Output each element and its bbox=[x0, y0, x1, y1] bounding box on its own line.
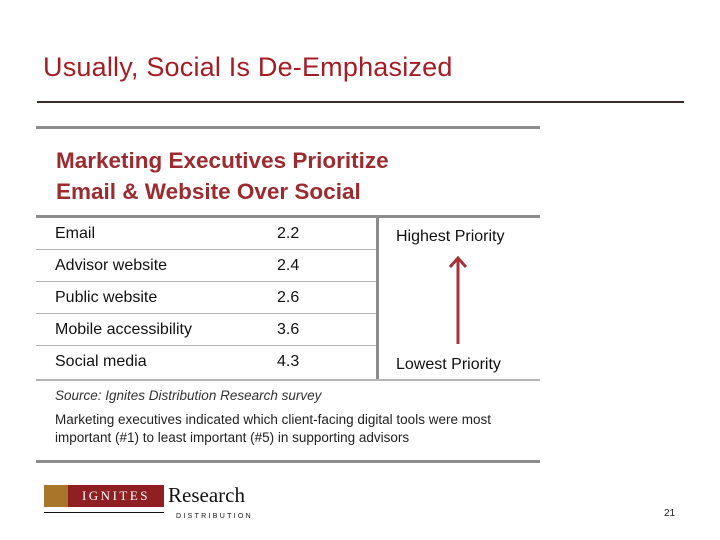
ignites-research-logo: IGNITES Research DISTRIBUTION bbox=[44, 483, 251, 525]
row-label: Public website bbox=[55, 289, 158, 306]
source-note: Source: Ignites Distribution Research su… bbox=[55, 388, 322, 403]
row-value: 3.6 bbox=[277, 321, 300, 338]
priority-arrow-icon bbox=[448, 255, 468, 344]
table-row: Email 2.2 bbox=[36, 218, 376, 250]
row-value: 4.3 bbox=[277, 353, 300, 370]
figure-heading-line2: Email & Website Over Social bbox=[56, 179, 361, 204]
row-separator bbox=[36, 281, 376, 282]
row-value: 2.4 bbox=[277, 257, 300, 274]
figure-heading-line1: Marketing Executives Prioritize bbox=[56, 148, 389, 173]
figure-top-rule bbox=[36, 126, 540, 129]
figure-bottom-rule bbox=[36, 460, 540, 463]
logo-rule bbox=[44, 512, 164, 513]
row-separator bbox=[36, 345, 376, 346]
figure-heading: Marketing Executives Prioritize Email & … bbox=[56, 145, 389, 207]
row-separator bbox=[36, 313, 376, 314]
table-row: Mobile accessibility 3.6 bbox=[36, 314, 376, 346]
table-bottom-rule bbox=[36, 379, 540, 381]
row-label: Email bbox=[55, 225, 96, 242]
row-value: 2.6 bbox=[277, 289, 300, 306]
logo-word: Research bbox=[168, 483, 245, 507]
slide-title: Usually, Social Is De-Emphasized bbox=[43, 52, 453, 82]
logo-mark-icon bbox=[44, 485, 68, 507]
row-value: 2.2 bbox=[277, 225, 300, 242]
table-row: Public website 2.6 bbox=[36, 282, 376, 314]
logo-box-text: IGNITES bbox=[68, 485, 164, 507]
page-number: 21 bbox=[664, 508, 676, 519]
highest-priority-label: Highest Priority bbox=[396, 228, 505, 245]
title-divider bbox=[37, 101, 684, 103]
priority-figure: Marketing Executives Prioritize Email & … bbox=[36, 126, 540, 463]
column-divider bbox=[376, 217, 379, 380]
row-label: Advisor website bbox=[55, 257, 168, 274]
lowest-priority-label: Lowest Priority bbox=[396, 356, 501, 373]
table-row: Advisor website 2.4 bbox=[36, 250, 376, 282]
heading-rule bbox=[36, 215, 540, 218]
table-row: Social media 4.3 bbox=[36, 346, 376, 378]
row-label: Mobile accessibility bbox=[55, 321, 192, 338]
logo-subtitle: DISTRIBUTION bbox=[176, 513, 253, 520]
survey-note: Marketing executives indicated which cli… bbox=[55, 412, 491, 445]
row-separator bbox=[36, 249, 376, 250]
row-label: Social media bbox=[55, 353, 147, 370]
